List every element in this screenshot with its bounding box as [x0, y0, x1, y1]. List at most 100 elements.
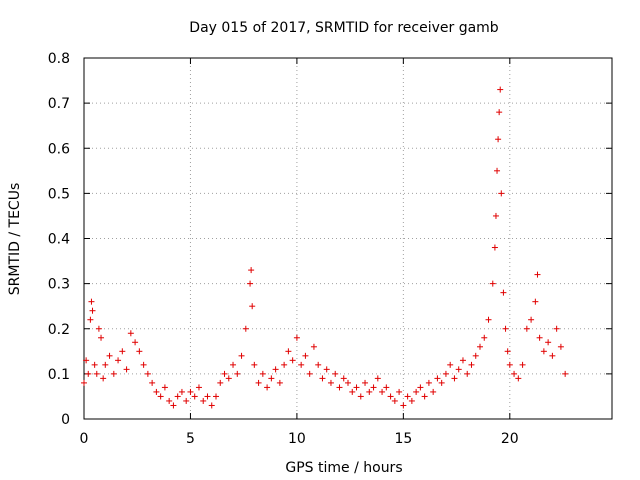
data-point	[95, 325, 102, 332]
data-point	[195, 384, 202, 391]
y-tick-label: 0.2	[48, 322, 70, 338]
data-point	[340, 375, 347, 382]
data-point	[500, 289, 507, 296]
data-point	[489, 280, 496, 287]
data-point	[528, 316, 535, 323]
data-point	[534, 271, 541, 278]
data-points	[81, 86, 569, 409]
data-point	[349, 388, 356, 395]
data-point	[451, 375, 458, 382]
data-point	[83, 357, 90, 364]
data-point	[464, 370, 471, 377]
data-point	[98, 334, 105, 341]
data-point	[562, 370, 569, 377]
data-point	[323, 366, 330, 373]
data-point	[225, 375, 232, 382]
data-point	[353, 384, 360, 391]
data-point	[492, 212, 499, 219]
data-point	[498, 190, 505, 197]
data-point	[213, 393, 219, 400]
data-point	[504, 348, 511, 355]
data-point	[115, 357, 122, 364]
data-point	[404, 393, 411, 400]
data-point	[272, 366, 279, 373]
data-point	[140, 361, 147, 368]
y-tick-label: 0.4	[48, 232, 70, 248]
data-point	[421, 393, 428, 400]
y-axis-label: SRMTID / TECUs	[7, 183, 23, 296]
data-point	[379, 388, 386, 395]
data-point	[400, 402, 407, 409]
data-point	[417, 384, 424, 391]
data-point	[332, 370, 339, 377]
data-point	[293, 334, 300, 341]
data-point	[119, 348, 126, 355]
data-point	[511, 370, 518, 377]
x-axis-label: GPS time / hours	[285, 460, 402, 476]
data-point	[87, 316, 94, 323]
data-point	[149, 379, 156, 386]
axis-ticks: 0 0.1 0.2 0.3 0.4 0.5 0.6 0.7 0.8 0 5 10 15 20	[48, 51, 612, 447]
data-point	[485, 316, 492, 323]
data-point	[413, 388, 420, 395]
data-point	[259, 370, 266, 377]
data-point	[217, 379, 224, 386]
x-tick-label: 15	[394, 431, 412, 447]
data-point	[89, 307, 96, 314]
data-point	[234, 370, 241, 377]
data-point	[136, 348, 143, 355]
data-point	[536, 334, 543, 341]
y-tick-label: 0.7	[48, 96, 70, 112]
data-point	[391, 397, 398, 404]
data-point	[110, 370, 117, 377]
chart-title: Day 015 of 2017, SRMTID for receiver gam…	[189, 20, 499, 36]
data-point	[268, 375, 275, 382]
data-point	[100, 375, 107, 382]
x-tick-label: 5	[186, 431, 195, 447]
data-point	[447, 361, 454, 368]
data-point	[276, 379, 283, 386]
data-point	[230, 361, 237, 368]
data-point	[472, 352, 479, 359]
data-point	[302, 352, 309, 359]
data-point	[187, 388, 194, 395]
data-point	[161, 384, 168, 391]
data-point	[191, 393, 198, 400]
data-point	[166, 397, 173, 404]
data-point	[281, 361, 288, 368]
data-point	[178, 388, 185, 395]
data-point	[387, 393, 394, 400]
data-point	[438, 379, 445, 386]
data-point	[93, 370, 100, 377]
data-point	[106, 352, 113, 359]
data-point	[248, 267, 255, 274]
data-point	[345, 379, 351, 386]
data-point	[255, 379, 262, 386]
data-point	[357, 393, 364, 400]
data-point	[434, 375, 441, 382]
data-point	[496, 109, 503, 116]
data-point	[515, 375, 522, 382]
data-point	[545, 339, 552, 346]
data-point	[494, 167, 501, 174]
data-point	[442, 370, 449, 377]
data-point	[298, 361, 305, 368]
grid	[84, 58, 612, 419]
data-point	[370, 384, 377, 391]
data-point	[102, 361, 109, 368]
data-point	[336, 384, 343, 391]
data-point	[459, 357, 466, 364]
data-point	[455, 366, 462, 373]
data-point	[319, 375, 326, 382]
y-tick-label: 0.1	[48, 367, 70, 383]
y-tick-label: 0	[61, 412, 70, 428]
data-point	[481, 334, 488, 341]
x-tick-label: 10	[288, 431, 306, 447]
data-point	[221, 370, 228, 377]
y-tick-label: 0.3	[48, 277, 70, 293]
data-point	[81, 379, 87, 386]
data-point	[315, 361, 322, 368]
y-tick-label: 0.6	[48, 141, 70, 157]
data-point	[285, 348, 292, 355]
data-point	[127, 330, 134, 337]
